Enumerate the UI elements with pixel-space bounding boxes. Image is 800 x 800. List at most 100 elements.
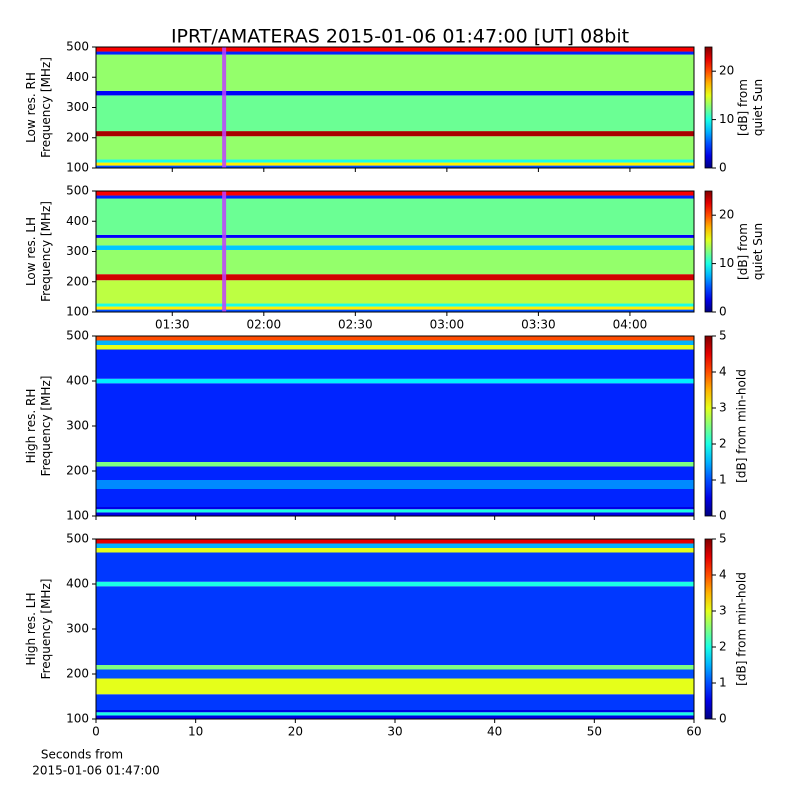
- heatmap-row: [96, 198, 694, 235]
- y-tick-label: 300: [66, 244, 89, 258]
- heatmap-row: [96, 694, 694, 710]
- heatmap-row: [96, 136, 694, 160]
- x-tick-label: 60: [686, 725, 701, 739]
- x-tick-label: 40: [487, 725, 502, 739]
- x-tick-label: 30: [387, 725, 402, 739]
- y-tick-label: 100: [66, 509, 89, 523]
- colorbar: [704, 538, 713, 720]
- x-tick-label: 02:00: [247, 318, 282, 332]
- heatmap-row: [96, 54, 694, 91]
- y-tick-label: 500: [66, 40, 89, 54]
- y-tick-label: 400: [66, 214, 89, 228]
- heatmap-row: [96, 336, 694, 341]
- y-axis-label: Low res. RH: [24, 72, 38, 143]
- colorbar-label: quiet Sun: [751, 223, 765, 280]
- colorbar-tick-label: 0: [719, 161, 727, 175]
- x-tick-label: 03:00: [430, 318, 465, 332]
- y-axis-label: Frequency [MHz]: [39, 201, 53, 302]
- y-axis-label: Frequency [MHz]: [39, 579, 53, 680]
- y-tick-label: 500: [66, 532, 89, 546]
- y-tick-label: 500: [66, 329, 89, 343]
- heatmap-row: [96, 509, 694, 513]
- colorbar-tick-label: 20: [719, 64, 734, 78]
- y-tick-label: 400: [66, 374, 89, 388]
- heatmap-row: [96, 548, 694, 553]
- heatmap-row: [96, 165, 694, 168]
- y-axis-label: High res. RH: [24, 389, 38, 464]
- heatmap-row: [96, 234, 694, 238]
- y-axis-label: Frequency [MHz]: [39, 57, 53, 158]
- heatmap-row: [96, 383, 694, 462]
- x-tick-label: 02:30: [338, 318, 373, 332]
- heatmap-row: [96, 47, 694, 52]
- colorbar-tick-label: 1: [719, 473, 727, 487]
- colorbar-label: quiet Sun: [751, 79, 765, 136]
- heatmap-row: [96, 665, 694, 670]
- colorbar-tick-label: 1: [719, 676, 727, 690]
- heatmap-row: [96, 466, 694, 480]
- y-tick-label: 200: [66, 274, 89, 288]
- heatmap-row: [96, 309, 694, 312]
- heatmap-row: [96, 512, 694, 516]
- heatmap-row: [96, 159, 694, 163]
- y-tick-label: 400: [66, 577, 89, 591]
- heatmap-row: [96, 306, 694, 310]
- heatmap-row: [96, 90, 694, 96]
- x-tick-label: 01:30: [155, 318, 190, 332]
- y-tick-label: 200: [66, 130, 89, 144]
- heatmap-row: [96, 237, 694, 246]
- heatmap-row: [96, 349, 694, 379]
- x-tick-label: 20: [288, 725, 303, 739]
- colorbar-label: [dB] from: [736, 223, 750, 280]
- colorbar-tick-label: 5: [719, 329, 727, 343]
- y-tick-label: 400: [66, 70, 89, 84]
- colorbar-tick-label: 20: [719, 208, 734, 222]
- x-tick-label: 04:00: [613, 318, 648, 332]
- y-tick-label: 200: [66, 667, 89, 681]
- colorbar-tick-label: 2: [719, 437, 727, 451]
- heatmap-row: [96, 191, 694, 196]
- heatmap-row: [96, 712, 694, 716]
- heatmap-row: [96, 245, 694, 250]
- heatmap-row: [96, 378, 694, 384]
- heatmap-row: [96, 586, 694, 665]
- colorbar-tick-label: 3: [719, 401, 727, 415]
- heatmap-row: [96, 507, 694, 510]
- heatmap-row: [96, 715, 694, 719]
- y-tick-label: 200: [66, 464, 89, 478]
- heatmap-row: [96, 669, 694, 679]
- heatmap-row: [96, 95, 694, 132]
- y-tick-label: 500: [66, 184, 89, 198]
- colorbar-tick-label: 10: [719, 112, 734, 126]
- heatmap-row: [96, 51, 694, 55]
- x-tick-label: 10: [188, 725, 203, 739]
- y-tick-label: 100: [66, 712, 89, 726]
- x-axis-label: Seconds from: [41, 748, 123, 762]
- heatmap-row: [96, 249, 694, 275]
- y-tick-label: 100: [66, 161, 89, 175]
- heatmap-row: [96, 581, 694, 587]
- time-marker: [222, 191, 227, 312]
- y-axis-label: High res. LH: [24, 592, 38, 665]
- x-tick-label: 03:30: [521, 318, 556, 332]
- heatmap-row: [96, 552, 694, 582]
- y-axis-label: Low res. LH: [24, 217, 38, 286]
- colorbar: [704, 335, 713, 517]
- heatmap-row: [96, 162, 694, 166]
- y-tick-label: 300: [66, 419, 89, 433]
- colorbar: [704, 190, 713, 313]
- x-tick-label: 0: [92, 725, 100, 739]
- x-axis-label: 2015-01-06 01:47:00: [32, 764, 159, 778]
- y-tick-label: 100: [66, 305, 89, 319]
- colorbar-tick-label: 4: [719, 568, 727, 582]
- x-tick-label: 50: [587, 725, 602, 739]
- heatmap-row: [96, 543, 694, 548]
- y-tick-label: 300: [66, 100, 89, 114]
- heatmap-row: [96, 539, 694, 544]
- colorbar-tick-label: 0: [719, 305, 727, 319]
- heatmap-row: [96, 489, 694, 507]
- heatmap-row: [96, 710, 694, 713]
- time-marker: [222, 47, 227, 168]
- colorbar-tick-label: 0: [719, 712, 727, 726]
